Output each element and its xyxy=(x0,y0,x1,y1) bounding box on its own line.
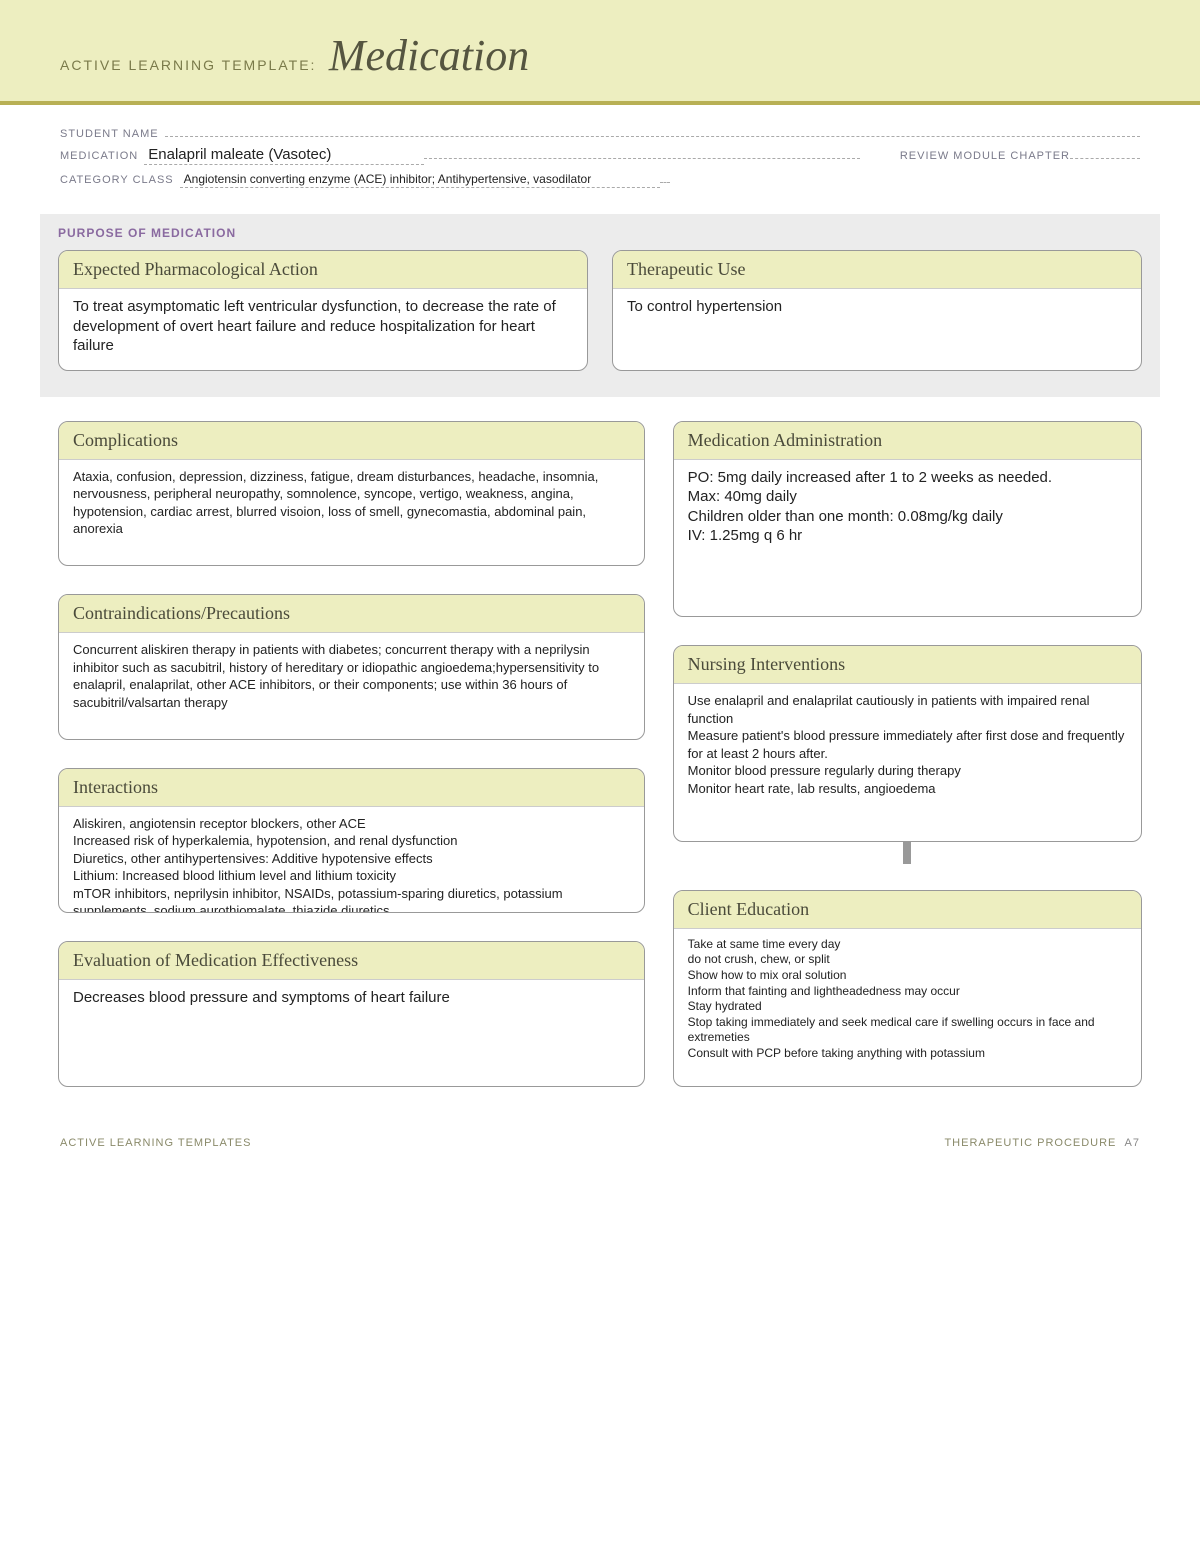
complications-card: Complications Ataxia, confusion, depress… xyxy=(58,421,645,567)
contraindications-title: Contraindications/Precautions xyxy=(59,595,644,633)
interactions-title: Interactions xyxy=(59,769,644,807)
student-name-line xyxy=(165,125,1140,137)
pharm-action-body: To treat asymptomatic left ventricular d… xyxy=(59,289,587,370)
main-grid: Complications Ataxia, confusion, depress… xyxy=(0,397,1200,1097)
client-ed-title: Client Education xyxy=(674,891,1141,929)
contraindications-body: Concurrent aliskiren therapy in patients… xyxy=(59,633,644,725)
interactions-card: Interactions Aliskiren, angiotensin rece… xyxy=(58,768,645,914)
complications-title: Complications xyxy=(59,422,644,460)
evaluation-card: Evaluation of Medication Effectiveness D… xyxy=(58,941,645,1087)
review-line xyxy=(1070,147,1140,159)
nursing-title: Nursing Interventions xyxy=(674,646,1141,684)
pharm-action-card: Expected Pharmacological Action To treat… xyxy=(58,250,588,371)
medication-line xyxy=(424,147,860,159)
therapeutic-use-title: Therapeutic Use xyxy=(613,251,1141,289)
banner-prefix: ACTIVE LEARNING TEMPLATE: xyxy=(60,57,316,73)
evaluation-body: Decreases blood pressure and symptoms of… xyxy=(59,980,644,1070)
therapeutic-use-body: To control hypertension xyxy=(613,289,1141,331)
administration-card: Medication Administration PO: 5mg daily … xyxy=(673,421,1142,618)
medication-value: Enalapril maleate (Vasotec) xyxy=(144,146,424,165)
footer: ACTIVE LEARNING TEMPLATES THERAPEUTIC PR… xyxy=(0,1097,1200,1179)
footer-left: ACTIVE LEARNING TEMPLATES xyxy=(60,1137,251,1149)
complications-body: Ataxia, confusion, depression, dizziness… xyxy=(59,460,644,552)
category-label: CATEGORY CLASS xyxy=(60,174,174,186)
interactions-body: Aliskiren, angiotensin receptor blockers… xyxy=(59,807,644,914)
right-column: Medication Administration PO: 5mg daily … xyxy=(673,421,1142,1087)
therapeutic-use-card: Therapeutic Use To control hypertension xyxy=(612,250,1142,371)
connector-bar xyxy=(903,842,911,864)
pharm-action-title: Expected Pharmacological Action xyxy=(59,251,587,289)
nursing-card: Nursing Interventions Use enalapril and … xyxy=(673,645,1142,842)
review-label: REVIEW MODULE CHAPTER xyxy=(900,150,1070,162)
evaluation-title: Evaluation of Medication Effectiveness xyxy=(59,942,644,980)
client-ed-body: Take at same time every day do not crush… xyxy=(674,929,1141,1087)
administration-body: PO: 5mg daily increased after 1 to 2 wee… xyxy=(674,460,1141,618)
student-name-label: STUDENT NAME xyxy=(60,128,159,140)
administration-title: Medication Administration xyxy=(674,422,1141,460)
purpose-section: PURPOSE OF MEDICATION Expected Pharmacol… xyxy=(40,214,1160,397)
meta-block: STUDENT NAME MEDICATION Enalapril maleat… xyxy=(0,105,1200,204)
purpose-label: PURPOSE OF MEDICATION xyxy=(58,226,1142,240)
nursing-body: Use enalapril and enalaprilat cautiously… xyxy=(674,684,1141,834)
medication-label: MEDICATION xyxy=(60,150,138,162)
footer-page: A7 xyxy=(1125,1137,1140,1149)
left-column: Complications Ataxia, confusion, depress… xyxy=(58,421,645,1087)
banner-title: Medication xyxy=(329,30,529,81)
category-line xyxy=(660,171,670,183)
category-value: Angiotensin converting enzyme (ACE) inhi… xyxy=(180,172,660,188)
header-banner: ACTIVE LEARNING TEMPLATE: Medication xyxy=(0,0,1200,105)
footer-right: THERAPEUTIC PROCEDURE xyxy=(944,1137,1116,1149)
client-ed-card: Client Education Take at same time every… xyxy=(673,890,1142,1087)
contraindications-card: Contraindications/Precautions Concurrent… xyxy=(58,594,645,740)
